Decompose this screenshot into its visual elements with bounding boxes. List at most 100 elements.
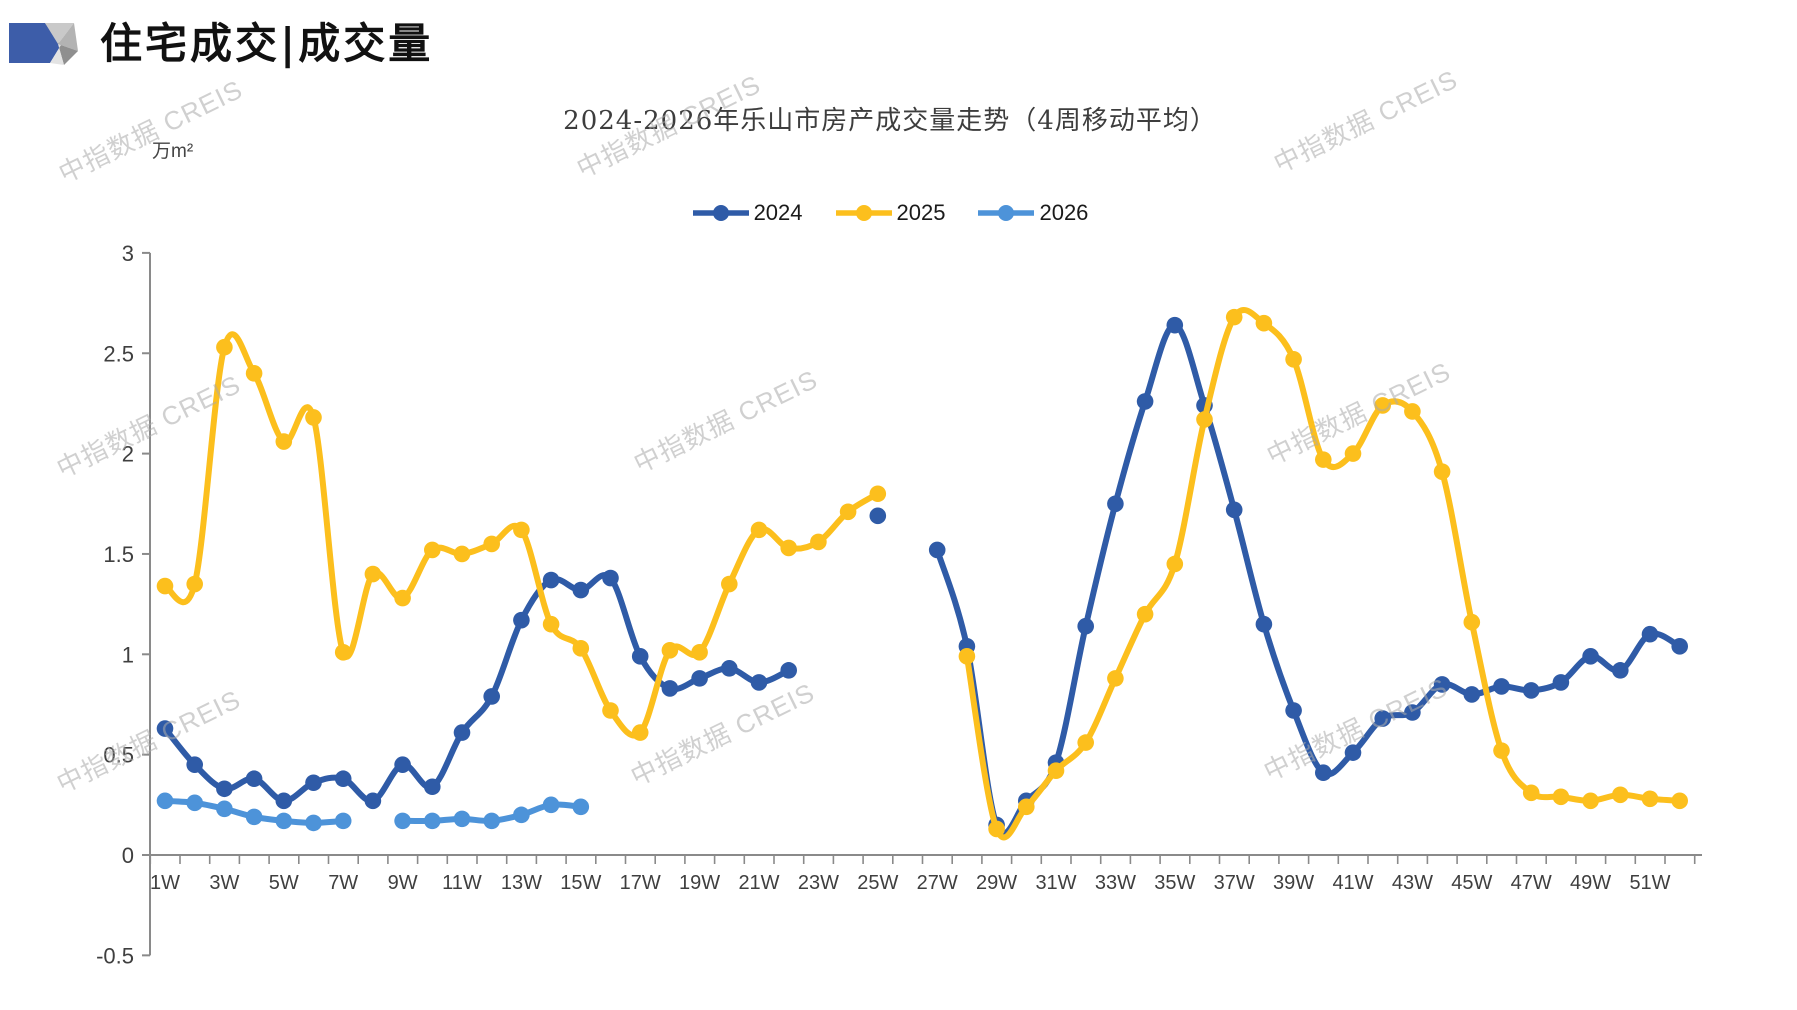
data-point-2025-45W — [1463, 613, 1481, 631]
data-point-2025-46W — [1493, 742, 1510, 759]
data-point-2024-45W — [1463, 686, 1481, 703]
data-point-2024-34W — [1136, 393, 1154, 410]
data-point-2025-42W — [1374, 397, 1391, 414]
legend-label-2026: 2026 — [1039, 200, 1089, 225]
x-tick-label: 3W — [209, 872, 239, 894]
data-point-2024-9W — [394, 756, 411, 773]
data-point-2025-44W — [1433, 463, 1451, 480]
data-point-2024-1W — [156, 720, 174, 737]
legend-item-2024: 2024 — [692, 200, 803, 226]
data-point-2026-6W — [305, 814, 322, 832]
data-point-2025-15W — [572, 639, 590, 657]
data-point-2024-21W — [750, 674, 768, 691]
data-point-2024-16W — [602, 569, 619, 587]
x-tick-label: 47W — [1511, 872, 1552, 894]
data-point-2024-32W — [1077, 617, 1094, 635]
data-point-2025-39W — [1285, 350, 1302, 368]
data-point-2026-1W — [156, 792, 174, 810]
data-point-2024-6W — [305, 774, 322, 792]
data-point-2024-2W — [186, 756, 203, 773]
x-tick-label: 15W — [560, 872, 601, 894]
page-header: 住宅成交|成交量 — [8, 20, 433, 68]
data-point-2024-40W — [1315, 764, 1332, 782]
data-point-2025-47W — [1522, 784, 1540, 802]
data-point-2026-10W — [424, 812, 441, 830]
data-point-2024-13W — [513, 611, 530, 629]
data-point-2026-4W — [245, 808, 263, 826]
data-point-2024-12W — [483, 688, 501, 705]
legend-marker-2024 — [692, 205, 749, 221]
legend-item-2026: 2026 — [977, 200, 1088, 226]
data-point-2024-47W — [1522, 682, 1540, 699]
data-point-2026-13W — [513, 806, 530, 824]
data-point-2024-22W — [780, 662, 797, 679]
data-point-2024-11W — [453, 724, 471, 741]
data-point-2025-3W — [216, 338, 233, 356]
data-point-2024-35W — [1166, 316, 1184, 334]
data-point-2026-2W — [186, 794, 203, 812]
data-point-2024-27W — [928, 541, 946, 559]
data-point-2025-2W — [186, 575, 203, 593]
data-point-2025-14W — [542, 615, 560, 633]
x-tick-label: 17W — [620, 872, 661, 894]
data-point-2024-5W — [275, 792, 293, 810]
data-point-2025-19W — [691, 643, 708, 661]
legend-item-2025: 2025 — [835, 200, 946, 226]
x-tick-label: 39W — [1273, 872, 1314, 894]
data-point-2024-52W — [1671, 637, 1688, 655]
data-point-2024-17W — [631, 648, 649, 665]
data-point-2025-38W — [1255, 314, 1273, 332]
data-point-2024-33W — [1107, 495, 1124, 513]
data-point-2026-9W — [394, 812, 411, 830]
legend-label-2025: 2025 — [896, 200, 946, 225]
data-point-2025-8W — [364, 565, 382, 583]
data-point-2024-8W — [364, 792, 382, 810]
data-point-2024-41W — [1344, 744, 1362, 761]
y-tick-label: 0.5 — [103, 743, 134, 768]
x-tick-label: 35W — [1154, 872, 1195, 894]
x-tick-label: 19W — [679, 872, 720, 894]
data-point-2024-15W — [572, 581, 590, 599]
data-point-2024-18W — [661, 680, 679, 697]
data-point-2025-24W — [839, 503, 857, 521]
data-point-2025-35W — [1166, 555, 1184, 573]
data-point-2024-3W — [216, 780, 233, 798]
data-point-2024-42W — [1374, 710, 1391, 727]
data-point-2024-20W — [721, 660, 738, 677]
x-tick-label: 9W — [388, 872, 418, 894]
data-point-2025-51W — [1641, 790, 1659, 808]
data-point-2025-1W — [156, 577, 174, 595]
x-tick-label: 49W — [1570, 872, 1611, 894]
y-tick-label: 2 — [122, 442, 134, 467]
data-point-2025-11W — [453, 545, 471, 563]
x-tick-label: 29W — [976, 872, 1017, 894]
data-point-2024-4W — [245, 770, 263, 788]
axes: 3 2.5 2 1.5 1 0.5 0 -0.5 1W 3W 5W 7W 9W 11W 13W 15W 17W 1… — [96, 241, 1702, 968]
x-tick-label: 23W — [798, 872, 839, 894]
y-tick-label: 3 — [122, 241, 134, 266]
page-title: 住宅成交|成交量 — [100, 19, 434, 68]
x-tick-label: 1W — [150, 872, 180, 894]
data-point-2025-20W — [721, 575, 738, 593]
data-point-2025-6W — [305, 409, 322, 426]
data-point-2024-51W — [1641, 625, 1659, 643]
data-point-2024-37W — [1225, 501, 1243, 519]
series-2025 — [156, 307, 1688, 841]
legend-marker-2025 — [835, 205, 892, 221]
data-point-2025-10W — [424, 541, 441, 559]
data-point-2025-52W — [1671, 792, 1688, 810]
data-point-2025-40W — [1315, 451, 1332, 468]
data-point-2025-50W — [1612, 786, 1629, 804]
data-point-2024-46W — [1493, 678, 1510, 695]
x-tick-label: 37W — [1214, 872, 1255, 894]
data-point-2024-14W — [542, 571, 560, 589]
data-point-2025-28W — [958, 648, 976, 665]
data-point-2026-7W — [334, 812, 352, 830]
y-tick-label: 2.5 — [103, 341, 134, 366]
data-point-2025-29W — [988, 820, 1005, 838]
data-point-2025-5W — [275, 433, 293, 450]
data-point-2025-25W — [869, 485, 887, 503]
data-point-2025-33W — [1107, 670, 1124, 687]
data-point-2025-4W — [245, 365, 263, 382]
